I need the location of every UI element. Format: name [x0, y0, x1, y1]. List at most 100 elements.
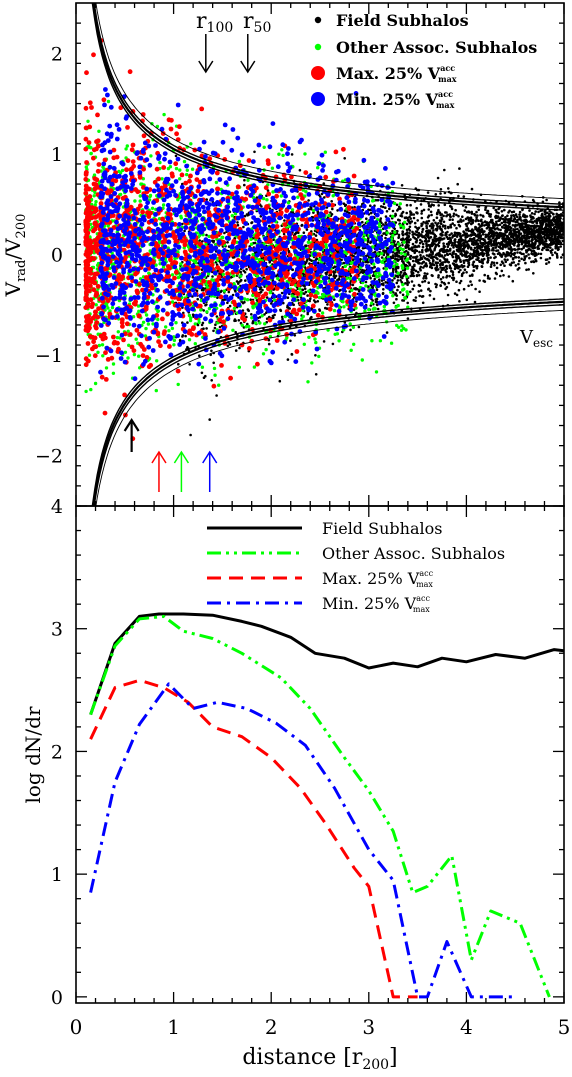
scatter-point [495, 272, 499, 276]
scatter-point [462, 264, 466, 268]
scatter-point [223, 231, 226, 235]
scatter-point [215, 315, 219, 318]
scatter-point [494, 246, 498, 249]
scatter-point [205, 327, 208, 330]
scatter-point [459, 252, 462, 256]
scatter-point [502, 217, 505, 221]
scatter-point [421, 301, 425, 305]
scatter-point [395, 294, 399, 297]
scatter-point [463, 245, 466, 248]
scatter-point [422, 208, 426, 212]
scatter-point [478, 279, 481, 282]
scatter-point [541, 215, 544, 219]
scatter-point [527, 227, 530, 230]
scatter-point [551, 248, 554, 251]
scatter-point [146, 322, 151, 326]
scatter-point [501, 225, 504, 229]
scatter-point [415, 274, 419, 278]
scatter-point [293, 334, 297, 337]
scatter-point [242, 225, 245, 229]
scatter-point [489, 234, 493, 238]
scatter-point [551, 253, 554, 257]
scatter-point [408, 255, 412, 259]
scatter-point [381, 205, 385, 209]
scatter-point [298, 168, 302, 172]
scatter-point [420, 212, 423, 215]
scatter-point [514, 264, 518, 267]
scatter-point [181, 334, 185, 337]
scatter-point [418, 241, 422, 245]
scatter-point [278, 379, 282, 383]
scatter-point [417, 283, 421, 287]
scatter-point [137, 354, 141, 358]
scatter-point [534, 258, 537, 261]
scatter-point [385, 331, 389, 334]
scatter-point [497, 245, 501, 248]
scatter-point [193, 342, 197, 346]
scatter-point [546, 248, 550, 251]
scatter-point [322, 340, 326, 343]
scatter-point [417, 290, 421, 293]
scatter-point [366, 239, 370, 242]
scatter-point [456, 233, 459, 237]
scatter-point [196, 297, 199, 301]
scatter-point [314, 258, 318, 261]
scatter-point [525, 231, 529, 234]
scatter-point [228, 304, 232, 308]
scatter-point [429, 250, 433, 254]
scatter-point [412, 274, 416, 278]
scatter-point [478, 246, 482, 249]
scatter-point [290, 352, 294, 356]
scatter-point [292, 303, 296, 307]
scatter-point [535, 218, 539, 222]
scatter-point [430, 213, 433, 217]
scatter-point [247, 309, 250, 313]
scatter-point [434, 267, 437, 270]
scatter-point [497, 228, 500, 231]
scatter-point [550, 235, 554, 238]
scatter-point [545, 217, 548, 220]
scatter-point [539, 238, 542, 241]
scatter-point [398, 246, 403, 251]
scatter-point [478, 232, 482, 235]
scatter-point [458, 281, 462, 285]
scatter-point [215, 394, 218, 397]
scatter-point [445, 274, 449, 278]
scatter-point [532, 272, 535, 275]
scatter-point [424, 276, 428, 280]
scatter-point [556, 220, 560, 224]
scatter-point [500, 269, 504, 273]
scatter-point [487, 243, 490, 246]
scatter-point [174, 321, 178, 325]
scatter-point [434, 285, 438, 289]
scatter-point [493, 277, 497, 280]
scatter-point [484, 208, 487, 212]
scatter-point [410, 246, 414, 249]
scatter-point [394, 292, 398, 295]
scatter-point [498, 223, 502, 227]
scatter-point [516, 215, 519, 219]
scatter-point [410, 271, 414, 274]
scatter-point [375, 288, 379, 292]
scatter-point [495, 222, 498, 226]
scatter-point [549, 219, 553, 223]
scatter-point [314, 234, 318, 237]
scatter-point [475, 266, 479, 270]
scatter-point [520, 240, 524, 243]
scatter-point [476, 214, 479, 217]
scatter-point [483, 224, 486, 227]
scatter-point [305, 244, 308, 247]
scatter-point [436, 176, 440, 180]
scatter-point [422, 266, 425, 269]
scatter-point [397, 254, 401, 258]
scatter-point [450, 232, 453, 235]
scatter-point [373, 266, 376, 269]
scatter-point [250, 313, 253, 316]
scatter-point [176, 275, 181, 280]
scatter-point [505, 234, 509, 238]
scatter-point [495, 220, 498, 224]
scatter-point [459, 279, 463, 283]
scatter-point [453, 238, 457, 241]
scatter-point [400, 215, 404, 218]
scatter-point [399, 291, 402, 294]
